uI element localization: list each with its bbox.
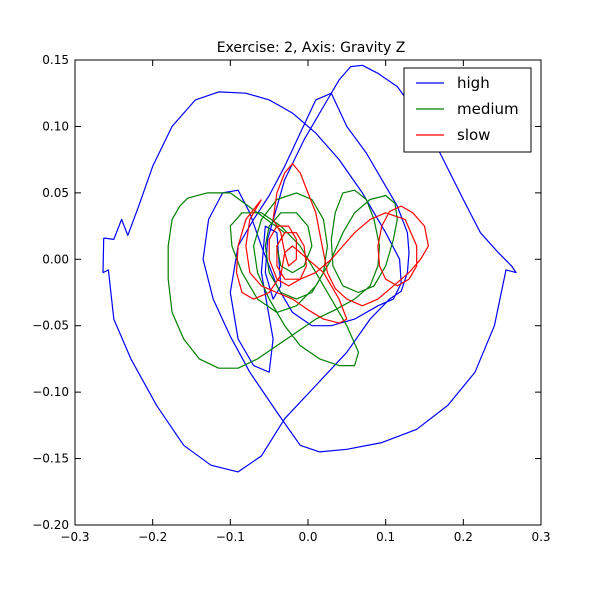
series-line-slow [235,163,429,324]
y-tick-label: 0.05 [42,186,69,200]
x-tick-label: 0.3 [531,530,550,544]
y-tick-label: 0.15 [42,53,69,67]
series-line-medium [167,189,398,369]
y-tick-label: −0.10 [32,385,69,399]
legend-label-high: high [457,74,490,92]
x-tick-label: 0.1 [376,530,395,544]
y-tick-label: −0.05 [32,319,69,333]
y-tick-label: −0.20 [32,518,69,532]
axes: −0.3 −0.2 −0.1 0.0 0.1 0.2 0.3 −0.20 −0.15 −0.10 −… [32,53,550,544]
x-tick-label: −0.3 [60,530,89,544]
x-tick-label: −0.2 [138,530,167,544]
y-tick-label: 0.00 [42,252,69,266]
y-tick-label: −0.15 [32,452,69,466]
legend-box [403,67,532,153]
chart-title: Exercise: 2, Axis: Gravity Z [217,40,406,56]
x-tick-label: −0.1 [216,530,245,544]
legend: high medium slow [403,67,532,153]
x-tick-label: 0.2 [454,530,473,544]
legend-label-medium: medium [457,100,519,118]
legend-label-slow: slow [457,126,490,144]
x-tick-label: 0.0 [298,530,317,544]
y-tick-label: 0.10 [42,119,69,133]
